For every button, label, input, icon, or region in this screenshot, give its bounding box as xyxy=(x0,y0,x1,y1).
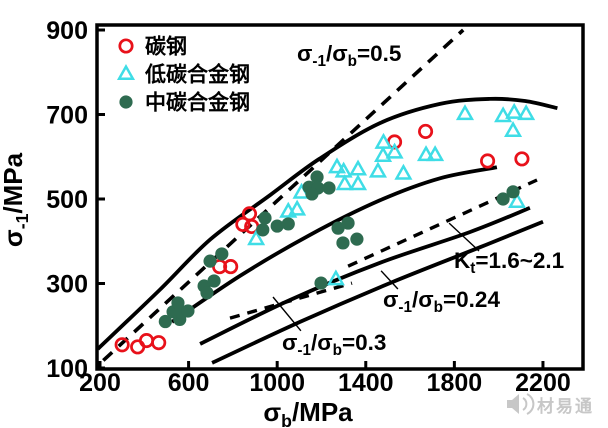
filled-circle xyxy=(207,274,221,288)
kt-leader-line xyxy=(448,222,480,252)
legend-item-low-carbon-alloy-steel: 低碳合金钢 xyxy=(116,63,250,87)
filled-circle xyxy=(200,286,214,300)
x-tick-label: 600 xyxy=(168,369,210,397)
kt-label: Kt=1.6~2.1 xyxy=(454,248,564,277)
y-tick-label: 100 xyxy=(46,355,88,383)
ratio-0.24-label: σ-1/σb=0.24 xyxy=(383,287,500,316)
filled-circle xyxy=(341,216,355,230)
x-tick-label: 200 xyxy=(79,369,121,397)
open-triangle xyxy=(335,174,354,191)
legend-item-carbon-steel: 碳钢 xyxy=(118,35,187,59)
y-axis-label: σ-1/MPa xyxy=(0,152,32,247)
filled-circle xyxy=(496,192,510,206)
x-tick-label: 1000 xyxy=(249,369,305,397)
kt-band-upper-line xyxy=(199,206,531,346)
filled-circle xyxy=(158,314,172,329)
open-triangle xyxy=(394,163,413,180)
filled-circle xyxy=(203,254,217,268)
open-triangle xyxy=(327,157,347,174)
x-tick-label: 1800 xyxy=(427,369,483,397)
x-axis-label: σb/MPa xyxy=(263,397,353,428)
open-triangle xyxy=(517,104,536,121)
open-circle xyxy=(114,337,130,353)
y-tick-label: 700 xyxy=(46,102,88,130)
open-triangle xyxy=(416,145,436,162)
legend-label: 低碳合金钢 xyxy=(144,63,250,87)
open-circle xyxy=(118,38,134,54)
open-triangle xyxy=(494,106,513,123)
filled-circle xyxy=(336,236,350,250)
x-tick-label: 1400 xyxy=(338,369,394,397)
filled-circle xyxy=(322,181,336,195)
open-triangle xyxy=(247,229,266,246)
y-tick-label: 500 xyxy=(46,186,88,214)
open-triangle xyxy=(385,142,404,159)
open-triangle xyxy=(374,145,393,162)
open-circle xyxy=(480,153,496,169)
open-circle xyxy=(138,332,155,349)
middle-envelope-curve xyxy=(170,165,498,324)
watermark: 材易通 xyxy=(507,393,594,416)
legend-label: 中碳合金钢 xyxy=(145,91,250,115)
legend-item-medium-carbon-alloy-steel: 中碳合金钢 xyxy=(119,91,250,115)
filled-circle xyxy=(171,296,185,310)
open-triangle xyxy=(348,174,368,191)
open-triangle xyxy=(426,145,445,162)
open-triangle xyxy=(288,199,307,216)
filled-circle xyxy=(310,170,324,184)
open-circle xyxy=(235,216,251,232)
speaker-icon xyxy=(522,397,528,411)
open-circle xyxy=(514,151,530,167)
watermark-text: 材易通 xyxy=(537,396,594,416)
open-triangle xyxy=(116,64,136,81)
open-triangle xyxy=(348,159,368,176)
y-tick-label: 900 xyxy=(46,17,88,45)
filled-circle xyxy=(258,211,272,225)
open-triangle xyxy=(455,104,475,121)
plot-border xyxy=(95,23,585,371)
filled-circle xyxy=(331,221,345,235)
open-triangle xyxy=(374,132,393,149)
filled-circle xyxy=(281,217,295,231)
open-triangle xyxy=(368,161,388,178)
filled-circle xyxy=(350,232,364,246)
ratio-0.5-label: σ-1/σb=0.5 xyxy=(297,41,401,70)
series-low-carbon-alloy-steel xyxy=(247,102,536,286)
speaker-icon xyxy=(507,394,519,414)
filled-circle xyxy=(506,185,520,199)
filled-circle xyxy=(314,276,328,290)
filled-circle xyxy=(270,219,284,233)
ratio-0.3-line xyxy=(229,281,353,320)
kt-band-lower-line xyxy=(211,220,544,365)
ratio-0.3-label: σ-1/σb=0.3 xyxy=(282,330,386,359)
legend-label: 碳钢 xyxy=(145,35,187,59)
open-circle xyxy=(223,259,239,275)
filled-circle xyxy=(256,223,270,237)
speaker-icon xyxy=(526,393,535,415)
filled-circle xyxy=(305,187,319,201)
curves xyxy=(96,28,558,365)
y-tick-label: 300 xyxy=(46,271,88,299)
x-tick-label: 2200 xyxy=(515,369,571,397)
axis-ticks: 200 600 1000 1400 1800 2200 100 300 500 700 900 xyxy=(46,17,570,397)
open-triangle xyxy=(504,121,523,138)
filled-circle xyxy=(215,247,229,261)
ratio-0.3-leader-line xyxy=(272,296,302,332)
series-medium-carbon-alloy-steel xyxy=(158,170,520,329)
series-carbon-steel xyxy=(114,123,530,355)
ratio-0.24-leader-line xyxy=(380,270,399,290)
ratio-0.5-line xyxy=(102,28,465,362)
open-triangle xyxy=(505,102,524,119)
filled-circle xyxy=(119,95,133,109)
open-circle xyxy=(151,335,167,351)
open-circle xyxy=(418,123,434,139)
open-triangle xyxy=(508,192,527,209)
open-triangle xyxy=(326,269,345,286)
upper-envelope-curve xyxy=(96,96,558,351)
filled-circle xyxy=(181,304,195,318)
